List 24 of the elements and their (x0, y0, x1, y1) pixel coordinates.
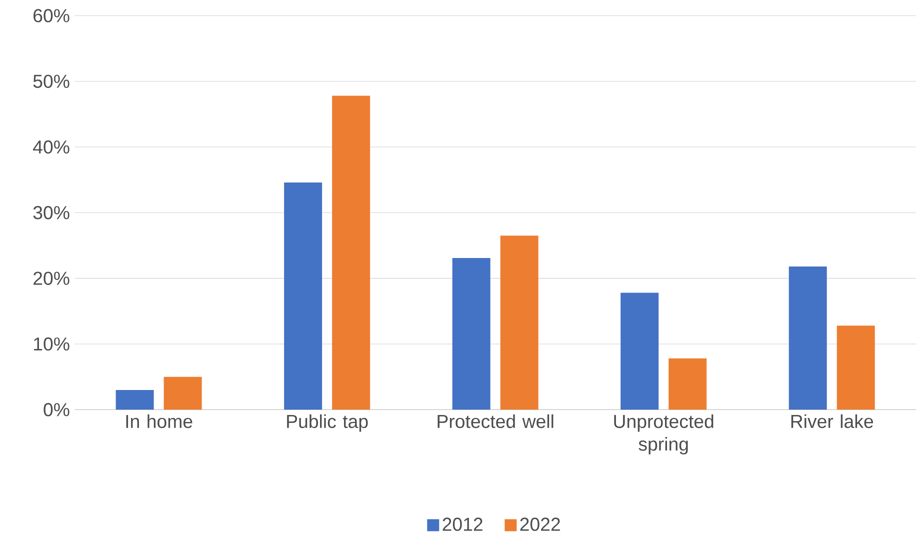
bar (668, 358, 707, 410)
x-tick-label: River lake (791, 414, 874, 428)
x-tick-label: Protected well (438, 414, 554, 428)
bar (836, 326, 875, 410)
bar (116, 390, 154, 410)
bar (500, 236, 538, 410)
y-tick-label: 10% (34, 337, 70, 351)
bar (164, 376, 202, 410)
x-tick-label: Public tap (287, 414, 368, 432)
y-tick-label: 60% (34, 9, 70, 22)
legend-label: 2012 (442, 518, 482, 531)
x-tick-label: In home (126, 414, 192, 428)
bar (332, 96, 370, 410)
x-tick-label: Unprotected spring (614, 414, 714, 454)
bar (284, 182, 322, 410)
y-tick-label: 50% (33, 74, 70, 88)
bar (620, 292, 659, 410)
y-tick-label: 30% (33, 206, 70, 220)
y-tick-label: 0% (44, 403, 70, 416)
y-tick-label: 40% (33, 140, 70, 154)
y-tick-label: 20% (34, 272, 70, 285)
legend-label: 2022 (520, 518, 560, 531)
bar (788, 266, 827, 410)
bar (452, 258, 490, 410)
